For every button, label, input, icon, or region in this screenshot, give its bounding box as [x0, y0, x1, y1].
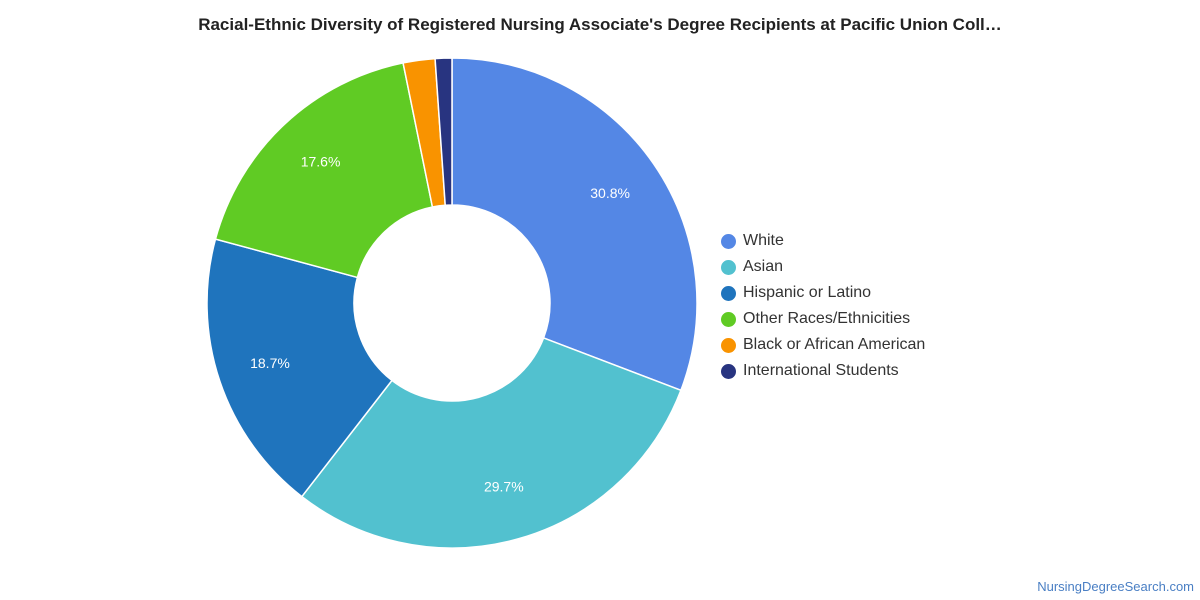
slice-international-students[interactable]	[434, 57, 453, 207]
legend-item-other-races-ethnicities[interactable]: Other Races/Ethnicities	[721, 306, 925, 332]
legend-swatch	[721, 363, 736, 379]
legend-swatch	[721, 233, 736, 249]
legend-label: Asian	[743, 258, 784, 275]
slice-label-other-races-ethnicities: 17.6%	[301, 154, 341, 170]
legend-item-white[interactable]: White	[721, 228, 925, 254]
legend-item-hispanic-or-latino[interactable]: Hispanic or Latino	[721, 280, 925, 306]
legend-swatch	[721, 337, 736, 353]
chart-title: Racial-Ethnic Diversity of Registered Nu…	[198, 15, 1002, 34]
donut-slices	[206, 57, 698, 549]
legend-label: Black or African American	[743, 336, 926, 353]
slice-label-asian: 29.7%	[484, 479, 524, 495]
legend-item-international-students[interactable]: International Students	[721, 358, 925, 384]
chart-legend: White Asian Hispanic or Latino Other Races/…	[721, 228, 925, 384]
legend-swatch	[721, 311, 736, 327]
legend-label: International Students	[743, 362, 899, 379]
legend-label: White	[743, 232, 784, 249]
legend-label: Other Races/Ethnicities	[743, 310, 911, 327]
donut-slice-labels: 30.8% 29.7% 18.7% 17.6%	[250, 154, 630, 495]
slice-white[interactable]	[451, 57, 698, 392]
slice-asian[interactable]	[300, 336, 682, 549]
legend-swatch	[721, 259, 736, 275]
legend-item-black-or-african-american[interactable]: Black or African American	[721, 332, 925, 358]
slice-other-races-ethnicities[interactable]	[214, 62, 434, 279]
slice-label-white: 30.8%	[590, 185, 630, 201]
legend-swatch	[721, 285, 736, 301]
legend-item-asian[interactable]: Asian	[721, 254, 925, 280]
slice-label-hispanic-or-latino: 18.7%	[250, 355, 290, 371]
slice-hispanic-or-latino[interactable]	[206, 238, 393, 498]
legend-label: Hispanic or Latino	[743, 284, 872, 301]
watermark-link[interactable]: NursingDegreeSearch.com	[1037, 579, 1194, 594]
